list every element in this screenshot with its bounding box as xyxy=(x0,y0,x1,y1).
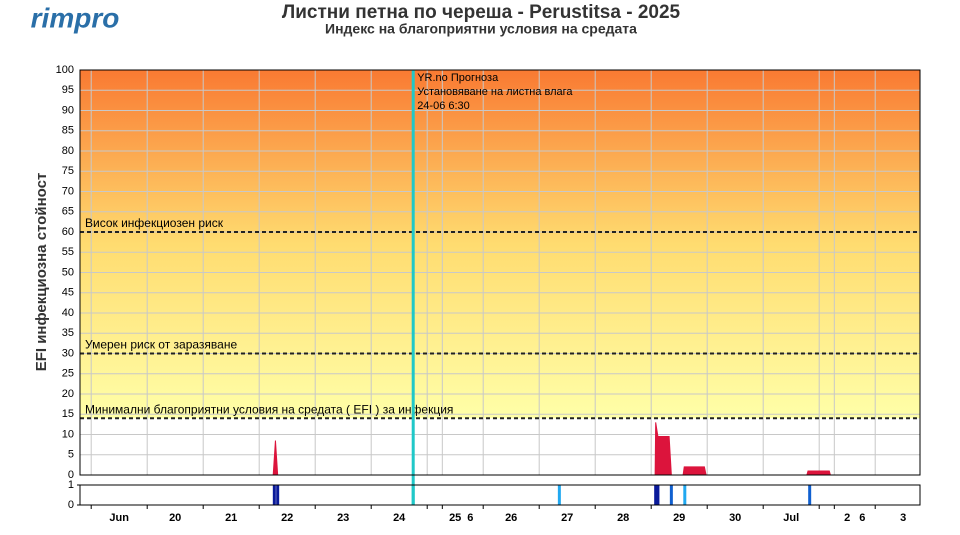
x-tick-label: 29 xyxy=(673,512,685,524)
chart-title: Листни петна по череша - Perustitsa - 20… xyxy=(282,2,681,23)
y-tick-label: 100 xyxy=(56,64,74,76)
y-tick-label: 40 xyxy=(62,307,74,319)
x-tick-label: 3 xyxy=(900,512,906,524)
x-tick-label: 25 xyxy=(449,512,461,524)
y-axis-label: EFI инфекциозна стойност xyxy=(33,173,50,372)
y-tick-label: 25 xyxy=(62,368,74,380)
y-tick-label: 20 xyxy=(62,388,74,400)
marker-label: 24-06 6:30 xyxy=(417,100,470,112)
wetness-bar xyxy=(557,485,561,505)
y-tick-label: 70 xyxy=(62,185,74,197)
y-tick-label: 50 xyxy=(62,266,74,278)
strip-tick-label: 1 xyxy=(68,479,74,491)
threshold-label: Висок инфекциозен риск xyxy=(85,216,224,230)
y-tick-label: 65 xyxy=(62,206,74,218)
x-tick-label: 30 xyxy=(729,512,741,524)
y-tick-label: 80 xyxy=(62,145,74,157)
threshold-label: Минимални благоприятни условия на средат… xyxy=(85,402,453,416)
x-tick-label: 6 xyxy=(467,512,473,524)
wetness-bar xyxy=(683,485,687,505)
x-tick-label: 23 xyxy=(337,512,349,524)
y-tick-label: 85 xyxy=(62,125,74,137)
x-tick-label: 21 xyxy=(225,512,237,524)
plot-frame xyxy=(79,69,921,476)
y-tick-label: 45 xyxy=(62,287,74,299)
y-tick-label: 90 xyxy=(62,104,74,116)
marker-label: Установяване на листна влага xyxy=(417,86,573,98)
x-tick-label: 24 xyxy=(393,512,406,524)
y-tick-label: 30 xyxy=(62,347,74,359)
wetness-bar xyxy=(669,485,673,505)
y-tick-label: 95 xyxy=(62,84,74,96)
x-tick-label: 22 xyxy=(281,512,293,524)
y-tick-label: 75 xyxy=(62,165,74,177)
wetness-bar xyxy=(808,485,812,505)
wetness-bar xyxy=(276,485,280,505)
x-tick-label: 20 xyxy=(169,512,181,524)
y-tick-label: 15 xyxy=(62,408,74,420)
x-tick-label: 28 xyxy=(617,512,629,524)
x-tick-label: Jun xyxy=(109,512,129,524)
strip-background xyxy=(80,485,920,505)
wetness-bar xyxy=(654,485,658,505)
risk-gradient xyxy=(80,70,920,419)
x-tick-label: 27 xyxy=(561,512,573,524)
x-tick-label: 2 xyxy=(844,512,850,524)
chart-subtitle: Индекс на благоприятни условия на средат… xyxy=(325,21,637,37)
wetness-bar xyxy=(272,485,276,505)
strip-frame xyxy=(79,484,921,506)
x-tick-label: 6 xyxy=(859,512,865,524)
marker-label: YR.no Прогноза xyxy=(417,72,499,84)
wetness-bar xyxy=(656,485,660,505)
y-tick-label: 35 xyxy=(62,327,74,339)
x-tick-label: 26 xyxy=(505,512,517,524)
y-tick-label: 60 xyxy=(62,226,74,238)
logo: rimpro xyxy=(31,2,120,33)
strip-tick-label: 0 xyxy=(68,499,74,511)
y-tick-label: 0 xyxy=(68,469,74,481)
y-tick-label: 55 xyxy=(62,246,74,258)
x-tick-label: Jul xyxy=(783,512,799,524)
y-tick-label: 10 xyxy=(62,428,74,440)
threshold-label: Умерен риск от заразяване xyxy=(85,338,237,352)
y-tick-label: 5 xyxy=(68,449,74,461)
